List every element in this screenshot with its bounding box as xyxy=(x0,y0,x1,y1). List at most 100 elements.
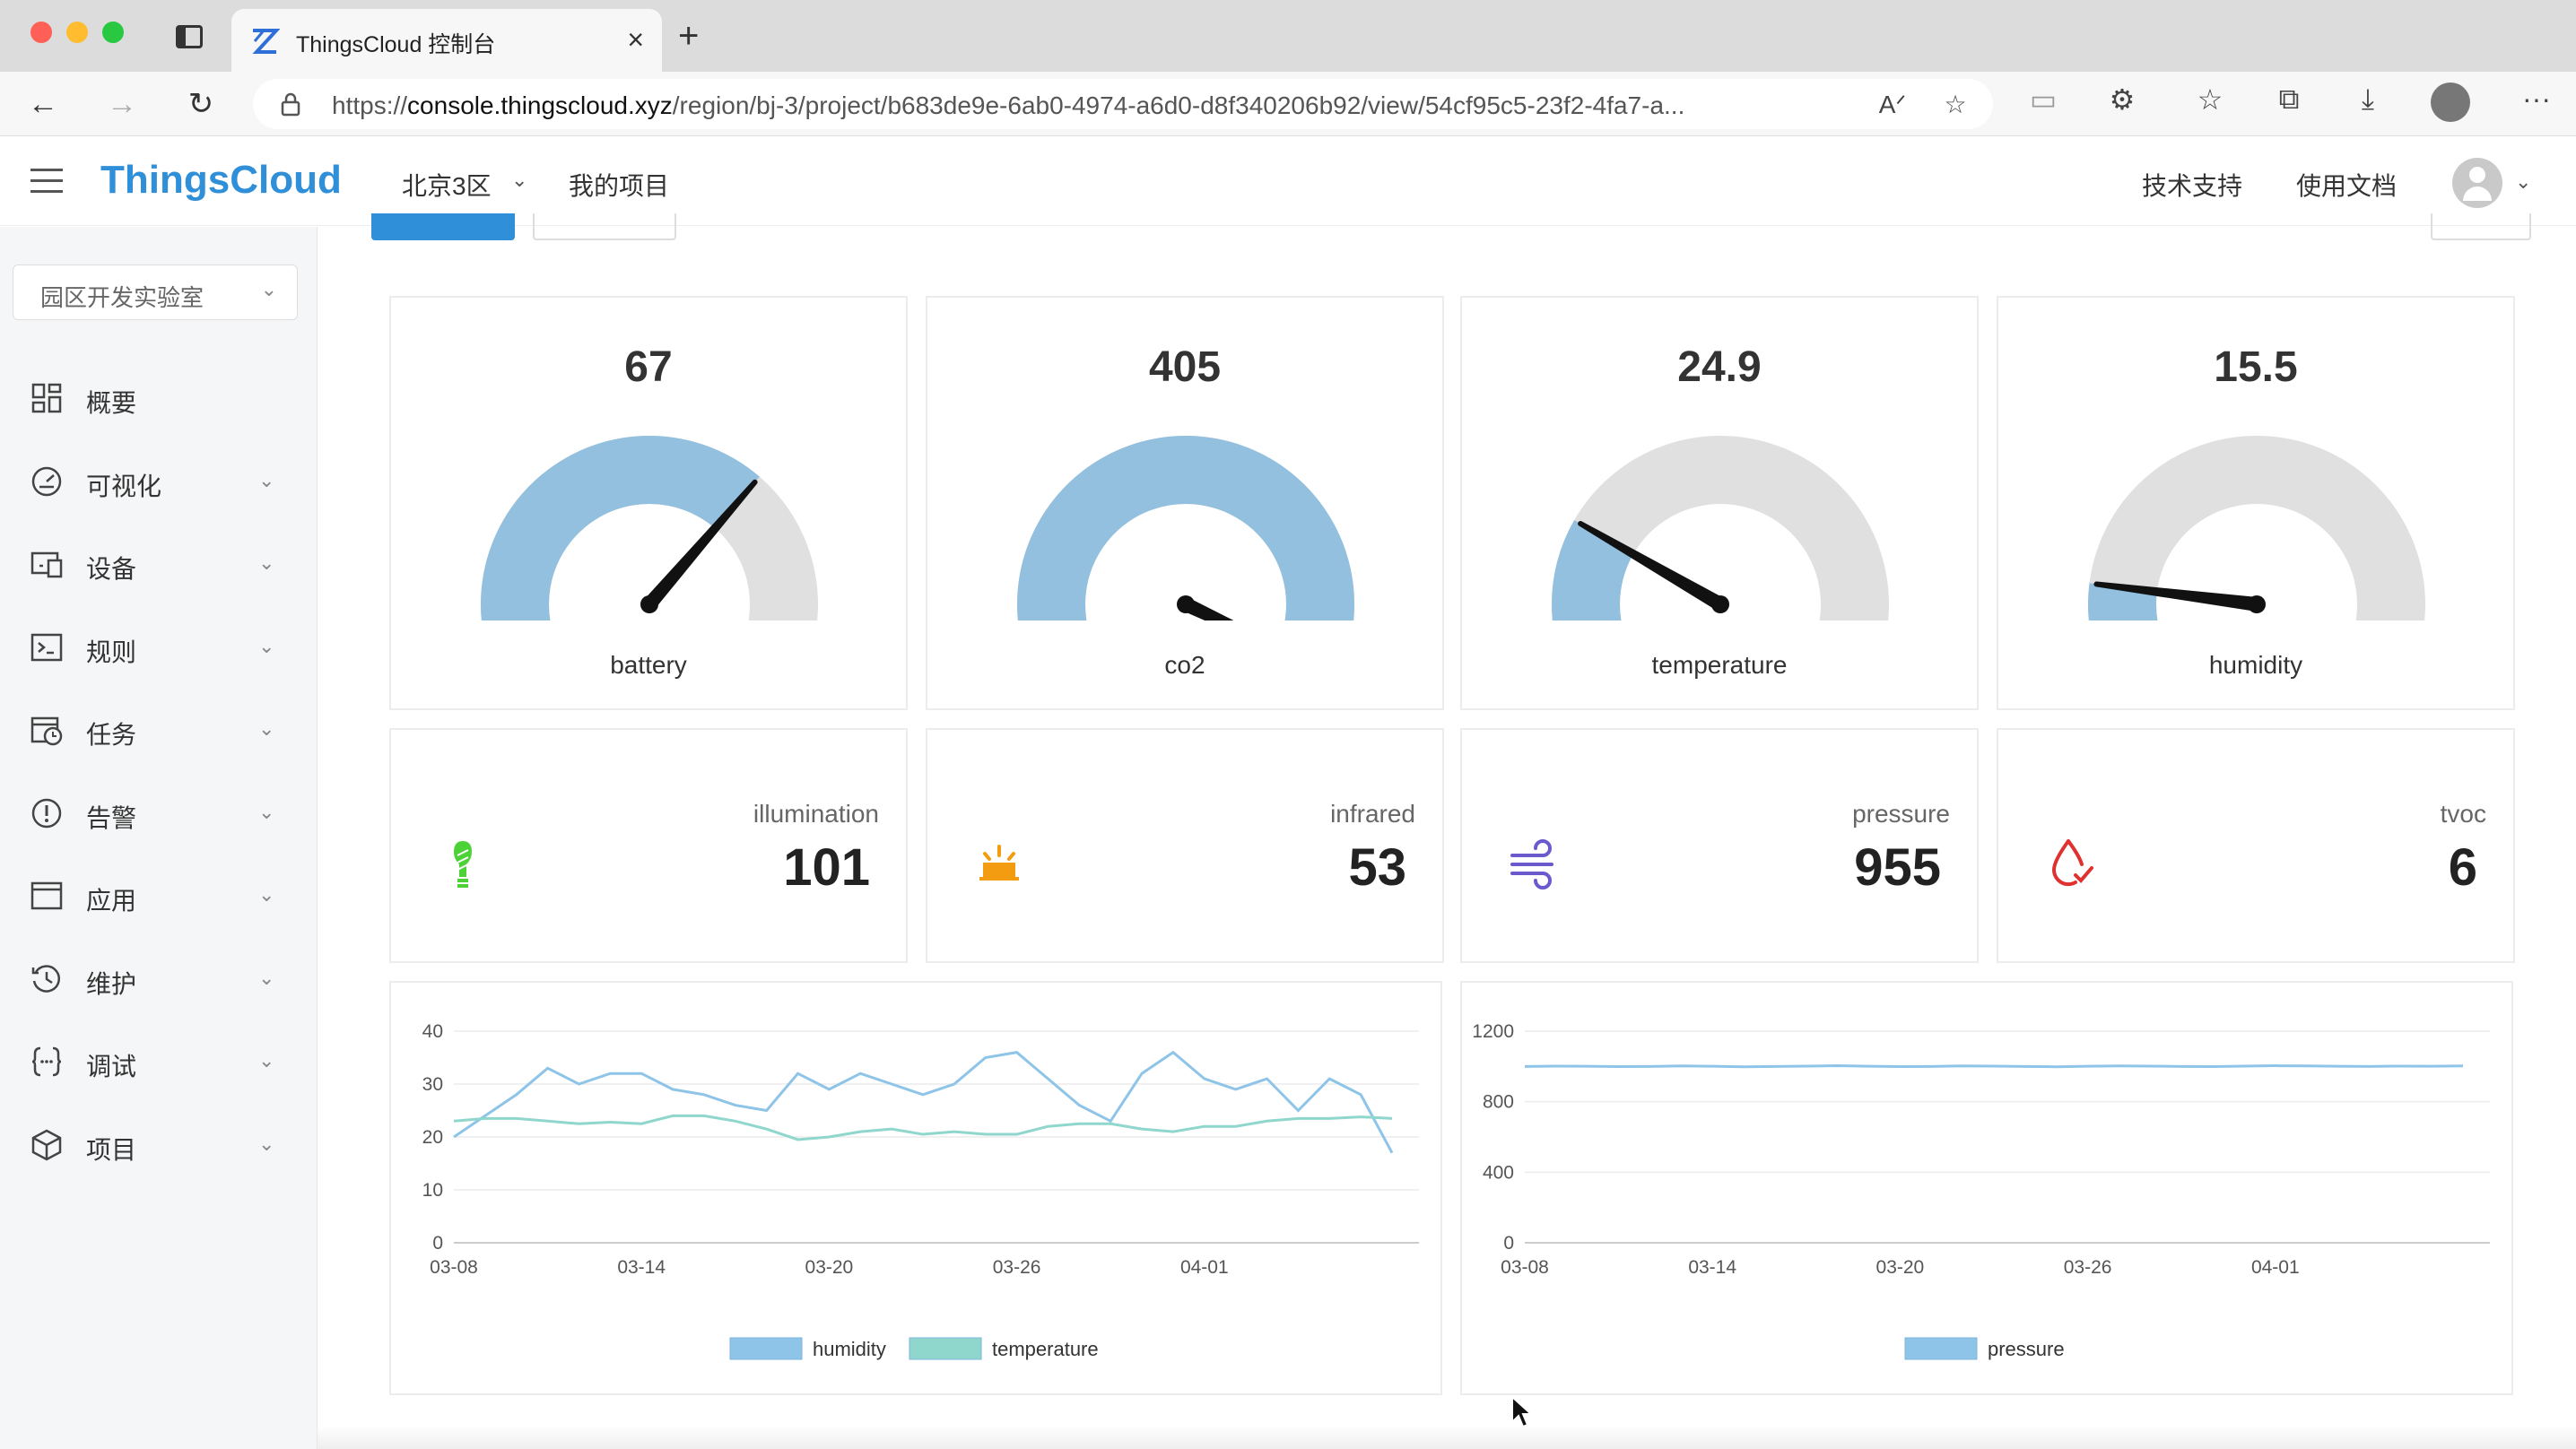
window-maximize-button[interactable] xyxy=(102,22,124,43)
line-chart-svg: 0 400 800 1200 03-08 03-14 03-20 03-26 04-01 pres… xyxy=(1472,1021,2490,1360)
gauge-dial xyxy=(1017,436,1354,620)
project-select-value: 园区开发实验室 xyxy=(40,284,205,311)
region-select[interactable]: 北京3区 xyxy=(402,172,492,200)
y-tick-label: 800 xyxy=(1483,1092,1514,1113)
read-aloud-icon[interactable]: Aᐟ xyxy=(1878,91,1907,118)
app-header: ThingsCloud 北京3区 ⌄ 我的项目 技术支持 使用文档 ⌄ xyxy=(0,136,2576,226)
sidebar-item-9[interactable]: 项目 ⌄ xyxy=(0,1109,318,1181)
stat-value: 101 xyxy=(783,838,870,897)
sidebar-item-label: 可视化 xyxy=(86,472,162,500)
gauge-track xyxy=(2088,436,2425,620)
favorites-icon[interactable]: ☆ xyxy=(2197,83,2224,116)
sidebar-toggle-icon[interactable] xyxy=(176,25,203,48)
stat-label: illumination xyxy=(753,800,879,828)
stat-label: tvoc xyxy=(2440,800,2486,828)
sidebar-item-5[interactable]: 告警 ⌄ xyxy=(0,777,318,849)
series-line-humidity xyxy=(453,1050,1394,1154)
brand-logo[interactable]: ThingsCloud xyxy=(100,158,342,202)
window-minimize-button[interactable] xyxy=(66,22,88,43)
add-favorite-icon[interactable]: ☆ xyxy=(1944,91,1967,118)
y-tick-label: 1200 xyxy=(1472,1021,1514,1042)
braces-icon xyxy=(31,1046,62,1077)
chevron-down-icon[interactable]: ⌄ xyxy=(2515,170,2532,193)
tab-close-icon[interactable]: × xyxy=(627,23,644,56)
user-avatar[interactable] xyxy=(2452,158,2502,208)
my-projects-link[interactable]: 我的项目 xyxy=(569,172,670,200)
legend-label: humidity xyxy=(813,1338,886,1360)
x-tick-label: 04-01 xyxy=(1180,1257,1229,1278)
docs-link[interactable]: 使用文档 xyxy=(2296,172,2398,200)
window-close-button[interactable] xyxy=(30,22,52,43)
legend-swatch xyxy=(1904,1337,1978,1360)
chevron-down-icon[interactable]: ⌄ xyxy=(511,169,528,191)
chevron-down-icon: ⌄ xyxy=(258,551,275,574)
back-arrow-icon[interactable]: ← xyxy=(28,87,58,121)
screenshot-icon[interactable]: ▭ xyxy=(2029,83,2058,116)
devices-icon xyxy=(30,551,63,578)
project-select[interactable]: 园区开发实验室 ⌄ xyxy=(13,265,298,320)
stat-value: 955 xyxy=(1854,838,1941,897)
tech-support-link[interactable]: 技术支持 xyxy=(2142,172,2243,200)
browser-titlebar: ThingsCloud 控制台 × + xyxy=(0,0,2576,72)
dashboard-icon xyxy=(31,383,62,413)
gauge-dial xyxy=(2088,436,2425,620)
sidebar-item-label: 维护 xyxy=(86,969,137,998)
x-tick-label: 03-20 xyxy=(1876,1257,1925,1278)
browser-profile-icon[interactable] xyxy=(2431,82,2470,122)
reload-icon[interactable]: ↻ xyxy=(187,87,214,121)
chevron-down-icon: ⌄ xyxy=(258,717,275,740)
gauge-needle-hub xyxy=(1177,595,1195,613)
gauge-value: 24.9 xyxy=(1677,343,1762,391)
stat-value: 6 xyxy=(2448,838,2477,897)
lightbulb-icon xyxy=(454,841,472,888)
sidebar-item-label: 概要 xyxy=(86,389,137,417)
gauge-card-battery: 67 battery xyxy=(389,296,908,710)
sidebar-item-label: 设备 xyxy=(86,555,137,583)
y-tick-label: 0 xyxy=(1503,1233,1514,1254)
sidebar-item-1[interactable]: 可视化 ⌄ xyxy=(0,446,318,517)
sidebar: 园区开发实验室 ⌄ 概要 可视化 ⌄ 设备 ⌄ 规则 ⌄ 任务 ⌄ 告警 ⌄ 应用 ⌄ 维护 ⌄ 调试 ⌄ 项目 ⌄ xyxy=(0,227,318,1449)
browser-toolbar: ← → ↻ https://console.thingscloud.xyz/re… xyxy=(0,72,2576,136)
obscured-right-button[interactable] xyxy=(2431,213,2531,240)
new-tab-icon[interactable]: + xyxy=(678,16,700,56)
chevron-down-icon: ⌄ xyxy=(258,883,275,906)
history-icon xyxy=(31,964,60,993)
gauge-label: temperature xyxy=(1651,651,1788,679)
sidebar-item-4[interactable]: 任务 ⌄ xyxy=(0,694,318,766)
gauge-label: co2 xyxy=(1164,651,1205,679)
extensions-icon[interactable]: ⚙ xyxy=(2109,83,2136,116)
humidity-temperature-chart: 0 10 20 30 40 03-08 03-14 03-20 03-26 04-01 humidi… xyxy=(389,981,1442,1395)
hamburger-menu-icon[interactable] xyxy=(30,169,63,194)
gauge-value: 15.5 xyxy=(2214,343,2298,391)
sidebar-item-8[interactable]: 调试 ⌄ xyxy=(0,1026,318,1098)
wind-icon xyxy=(1510,839,1553,889)
chevron-down-icon: ⌄ xyxy=(258,634,275,657)
bottom-edge xyxy=(318,1426,2576,1449)
download-icon[interactable]: ⤓ xyxy=(2361,82,2375,115)
chevron-down-icon: ⌄ xyxy=(258,468,275,491)
more-menu-icon[interactable]: ··· xyxy=(2522,82,2551,115)
forward-arrow-icon[interactable]: → xyxy=(107,87,137,121)
x-tick-label: 03-26 xyxy=(993,1257,1041,1278)
sidebar-item-label: 项目 xyxy=(86,1135,137,1164)
browser-tab[interactable]: ThingsCloud 控制台 × xyxy=(231,9,662,72)
y-tick-label: 20 xyxy=(422,1127,443,1148)
obscured-secondary-button[interactable] xyxy=(533,213,676,240)
thingscloud-favicon-icon xyxy=(252,29,280,54)
alert-icon xyxy=(31,798,62,828)
tab-title: ThingsCloud 控制台 xyxy=(296,32,496,57)
collections-icon[interactable]: ⧉ xyxy=(2278,82,2300,115)
address-bar[interactable]: https://console.thingscloud.xyz/region/b… xyxy=(253,79,1993,129)
sidebar-item-3[interactable]: 规则 ⌄ xyxy=(0,612,318,683)
sidebar-item-7[interactable]: 维护 ⌄ xyxy=(0,943,318,1015)
sidebar-item-6[interactable]: 应用 ⌄ xyxy=(0,860,318,932)
sidebar-item-label: 应用 xyxy=(86,887,137,915)
sidebar-item-2[interactable]: 设备 ⌄ xyxy=(0,528,318,600)
obscured-primary-button[interactable] xyxy=(371,213,515,240)
stat-card-pressure: pressure 955 xyxy=(1460,728,1979,963)
sidebar-item-0[interactable]: 概要 xyxy=(0,362,318,434)
gauge-value: 67 xyxy=(624,343,673,391)
legend-label: temperature xyxy=(992,1338,1099,1360)
sunrise-icon xyxy=(979,845,1019,881)
gauge-fill xyxy=(481,436,760,620)
